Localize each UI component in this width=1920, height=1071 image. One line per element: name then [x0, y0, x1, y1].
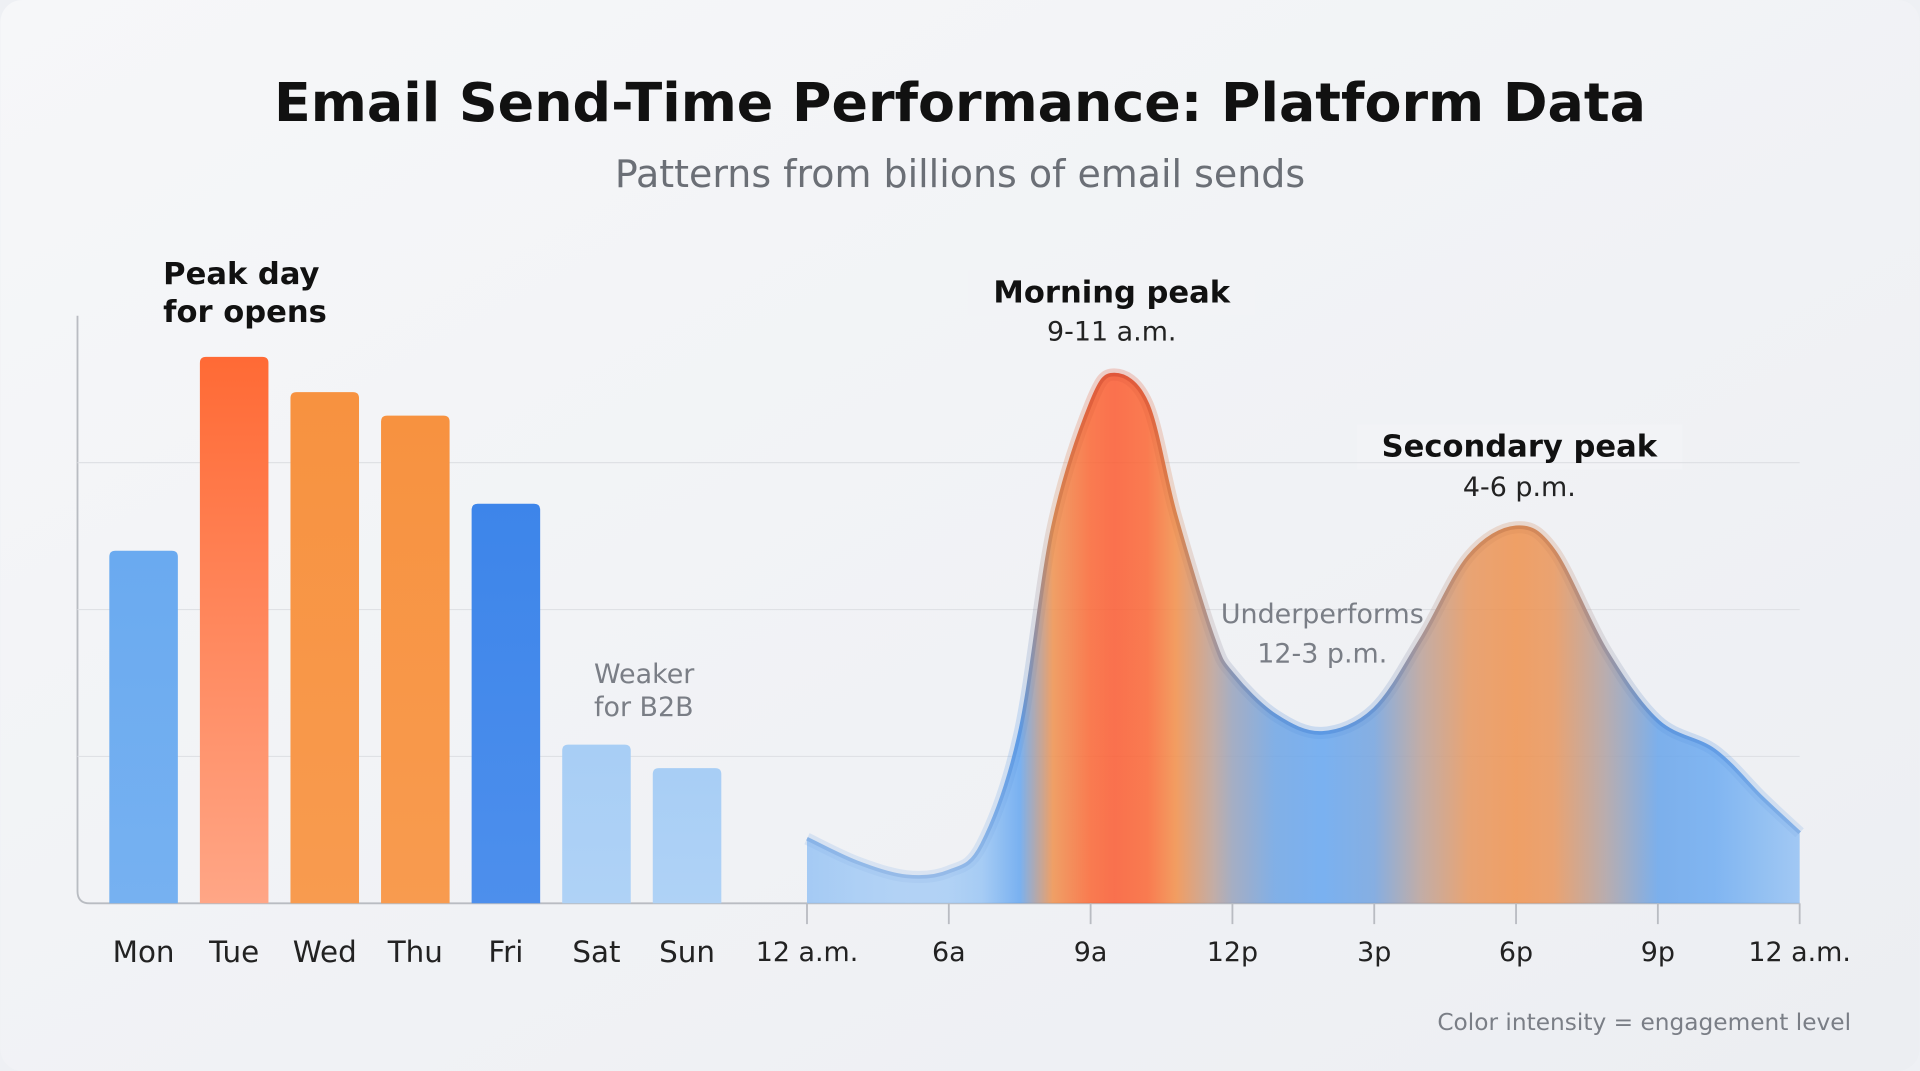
bar [290, 392, 360, 904]
x-tick-label: 12 a.m. [1748, 937, 1851, 968]
x-tick-label: Mon [113, 935, 175, 969]
annotation-backdrop [1357, 424, 1683, 470]
x-tick-label: Fri [488, 935, 523, 969]
chart-subtitle: Patterns from billions of email sends [615, 152, 1305, 196]
x-tick-label: 3p [1357, 937, 1391, 968]
x-tick-label: 9a [1074, 937, 1108, 968]
x-tick-label: Wed [293, 935, 357, 969]
annotation: for B2B [594, 692, 694, 723]
annotation: Weaker [594, 659, 695, 690]
bar [381, 415, 450, 904]
annotation: Secondary peak [1382, 429, 1658, 464]
annotation: 9-11 a.m. [1047, 316, 1176, 347]
x-tick-label: 12p [1207, 937, 1258, 968]
x-tick-label: Sun [659, 935, 715, 969]
footnote: Color intensity = engagement level [1437, 1009, 1851, 1036]
axis-line [76, 315, 1800, 905]
annotation: Peak day [163, 257, 319, 292]
annotation: 12-3 p.m. [1257, 638, 1387, 669]
area [807, 374, 1800, 904]
annotation-backdrop [968, 270, 1256, 316]
bar [471, 503, 541, 904]
x-tick-label: 6p [1499, 937, 1533, 968]
annotation: Morning peak [993, 275, 1230, 310]
x-tick-label: Tue [208, 935, 259, 969]
annotation: 4-6 p.m. [1463, 472, 1576, 503]
annotation: for opens [163, 295, 327, 330]
chart-title: Email Send-Time Performance: Platform Da… [274, 71, 1646, 134]
line [806, 372, 1801, 879]
bar [652, 768, 722, 904]
bar [199, 356, 269, 904]
x-tick-label: 12 a.m. [756, 937, 859, 968]
annotation: Underperforms [1221, 599, 1424, 630]
bar [109, 550, 178, 904]
x-tick-label: Thu [387, 935, 443, 969]
bar [562, 744, 631, 904]
x-tick-label: Sat [572, 935, 620, 969]
x-tick-label: 9p [1641, 937, 1675, 968]
x-tick-label: 6a [932, 937, 966, 968]
